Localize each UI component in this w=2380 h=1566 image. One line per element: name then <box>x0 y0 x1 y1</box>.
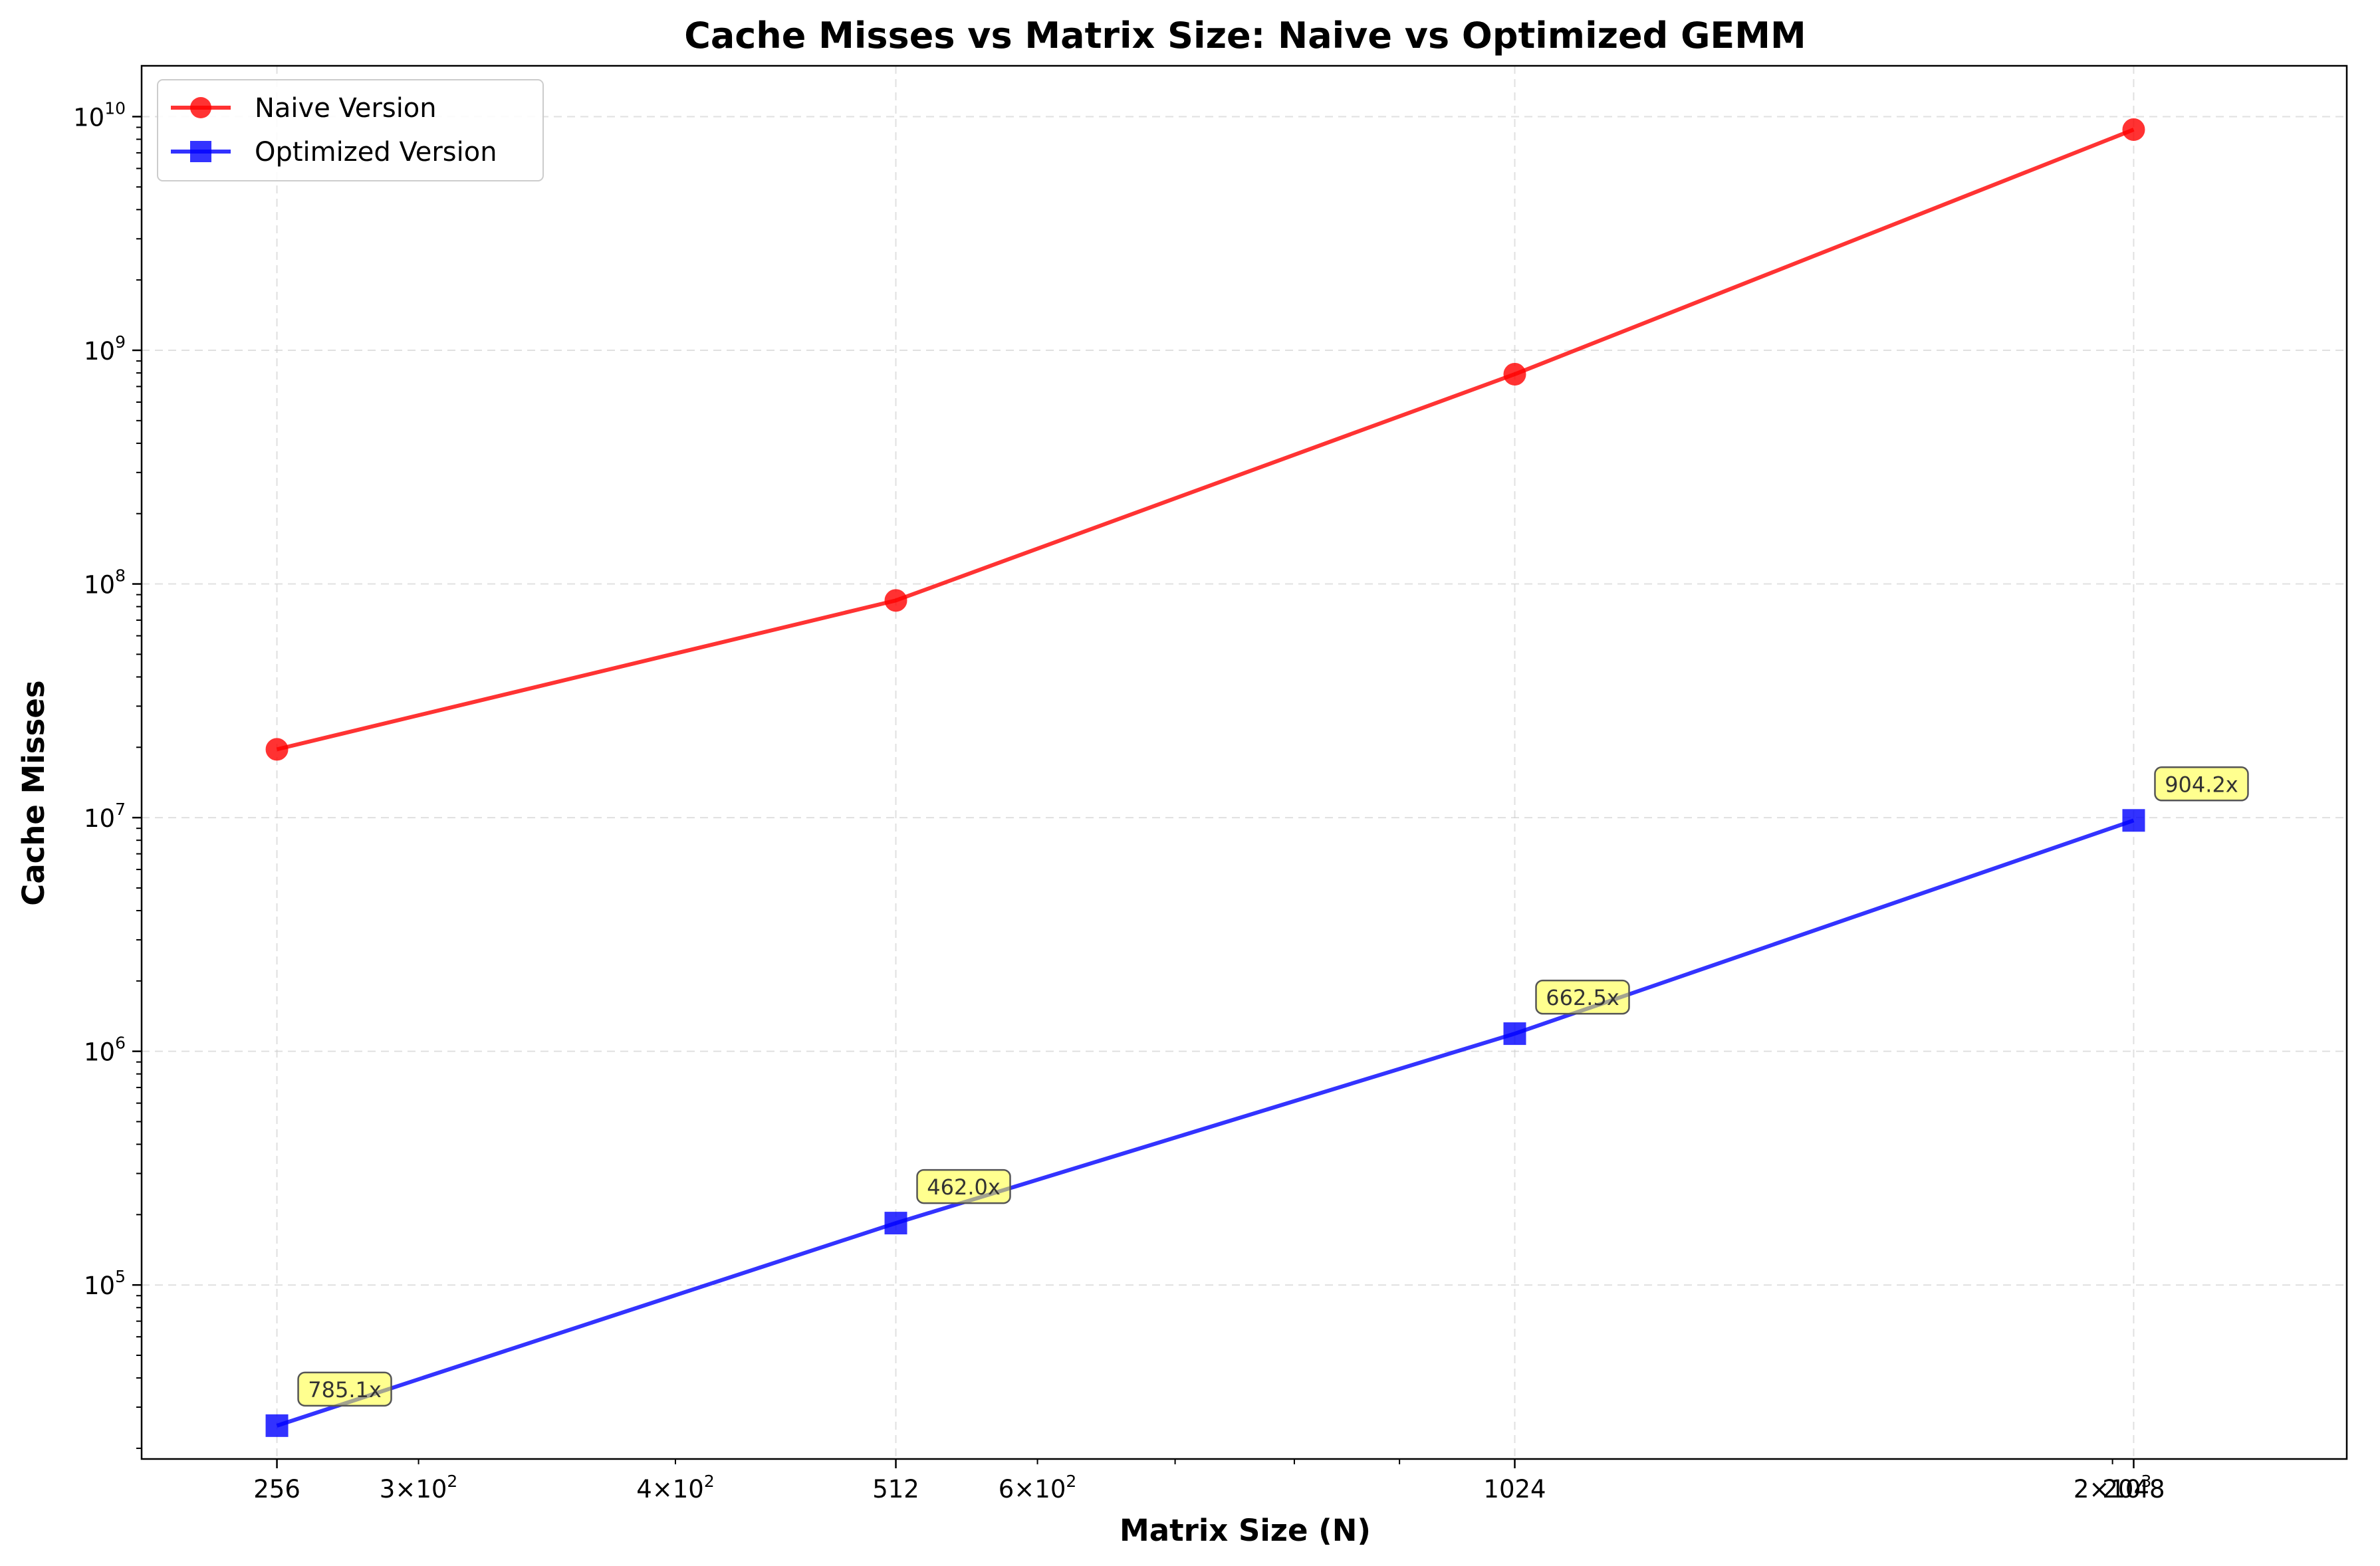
chart-title: Cache Misses vs Matrix Size: Naive vs Op… <box>684 15 1806 56</box>
annotation-label: 785.1x <box>308 1377 382 1402</box>
x-tick-label: 2048 <box>2102 1475 2165 1504</box>
x-tick-label: 512 <box>872 1475 919 1504</box>
y-tick-label: 105 <box>84 1267 126 1300</box>
x-minor-tick-label: 6×102 <box>999 1472 1077 1504</box>
data-point-circle <box>265 738 289 761</box>
annotation-box <box>1535 979 1630 1015</box>
y-tick-label: 1010 <box>73 98 126 132</box>
axis-ticks: 256 512 1024 2048 3×102 4×102 6×102 2×103 105 106… <box>73 98 2165 1504</box>
y-axis-label: Cache Misses <box>16 680 51 905</box>
data-point-circle <box>2122 118 2145 141</box>
legend-box <box>157 79 544 181</box>
y-tick-label: 108 <box>84 566 126 600</box>
series-line <box>276 818 2135 1428</box>
legend-label: Naive Version <box>255 93 437 124</box>
annotation-box <box>2154 766 2249 802</box>
annotation-box <box>297 1371 392 1407</box>
legend-marker-circle <box>190 97 211 118</box>
legend: Naive Version Optimized Version <box>157 79 544 181</box>
annotation-label: 662.5x <box>1546 985 1619 1010</box>
x-tick-label: 1024 <box>1483 1475 1546 1504</box>
y-tick-label: 106 <box>84 1034 126 1067</box>
data-point-circle <box>1503 362 1526 386</box>
data-point-circle <box>884 589 907 612</box>
x-tick-label: 256 <box>253 1475 300 1504</box>
annotation-label: 904.2x <box>2165 772 2238 797</box>
x-minor-tick-label: 4×102 <box>636 1472 715 1504</box>
data-point-square <box>884 1212 907 1235</box>
plot-frame <box>140 64 2348 1460</box>
annotation-label: 462.0x <box>927 1174 1001 1200</box>
x-axis-label: Matrix Size (N) <box>1120 1513 1371 1548</box>
data-point-square <box>265 1414 289 1437</box>
series-layer <box>265 118 2145 1437</box>
annotation-box <box>916 1169 1011 1204</box>
y-tick-label: 107 <box>84 800 126 833</box>
x-minor-tick-label: 3×102 <box>380 1472 458 1504</box>
annotations-layer: 785.1x 462.0x 662.5x 904.2x <box>297 766 2249 1407</box>
series-line <box>276 128 2135 752</box>
x-minor-tick-label: 2×103 <box>2074 1472 2152 1504</box>
grid-lines <box>142 66 2347 1459</box>
legend-marker-square <box>190 141 211 162</box>
data-point-square <box>1503 1022 1526 1046</box>
y-tick-label: 109 <box>84 332 126 366</box>
legend-label: Optimized Version <box>255 137 497 168</box>
data-point-square <box>2122 809 2145 832</box>
